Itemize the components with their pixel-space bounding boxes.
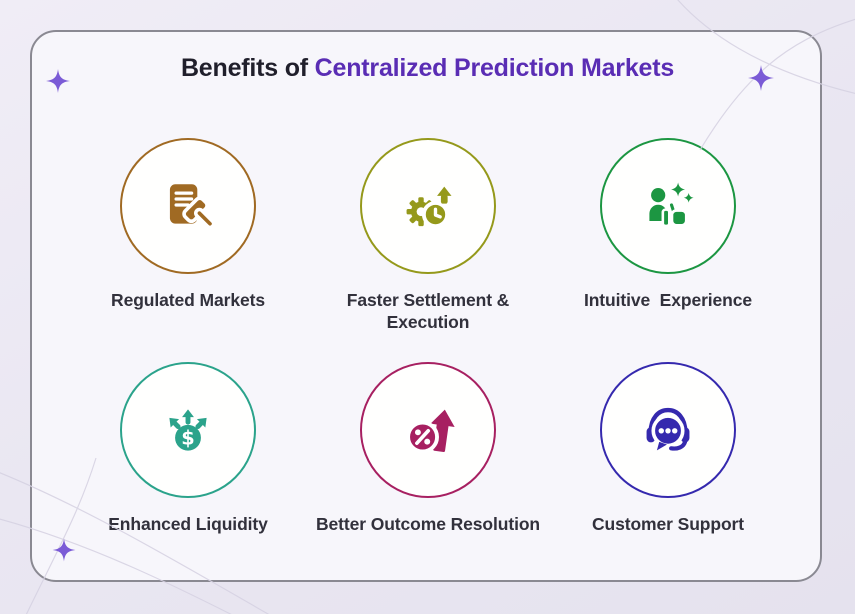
benefit-circle: [120, 138, 256, 274]
benefit-label: Better Outcome Resolution: [315, 514, 541, 534]
benefit-circle: [600, 362, 736, 498]
svg-text:$: $: [181, 427, 194, 450]
page-title: Benefits of Centralized Prediction Marke…: [0, 54, 855, 83]
benefit-circle: $: [120, 362, 256, 498]
benefit-circle: [360, 138, 496, 274]
percent-arrow-icon: [406, 409, 455, 454]
headset-chat-icon: [646, 407, 690, 451]
benefit-label: Regulated Markets: [111, 290, 265, 310]
document-gavel-icon: [169, 184, 216, 230]
benefit-item-enhanced-liquidity: $ Enhanced Liquidity: [68, 362, 308, 535]
money-arrows-icon: $: [169, 409, 207, 451]
title-prefix: Benefits of: [180, 54, 315, 82]
benefit-label: Intuitive Experience: [583, 290, 753, 310]
benefit-circle: [360, 362, 496, 498]
benefit-item-customer-support: Customer Support: [548, 362, 788, 535]
benefit-item-better-outcome: Better Outcome Resolution: [308, 362, 548, 535]
user-thumbsup-sparkle-icon: [649, 182, 694, 228]
title-highlight: Centralized Prediction Markets: [314, 54, 675, 82]
benefit-circle: [600, 138, 736, 274]
benefit-item-faster-settlement: Faster Settlement & Execution: [308, 138, 548, 333]
benefit-label: Customer Support: [591, 514, 744, 534]
benefit-label: Faster Settlement & Execution: [346, 290, 510, 332]
benefit-label: Enhanced Liquidity: [108, 514, 268, 534]
benefit-item-regulated-markets: Regulated Markets: [68, 138, 308, 333]
gear-clock-arrow-icon: [406, 186, 452, 229]
benefit-item-intuitive-experience: Intuitive Experience: [548, 138, 788, 333]
benefits-grid: Regulated Markets: [68, 138, 788, 535]
